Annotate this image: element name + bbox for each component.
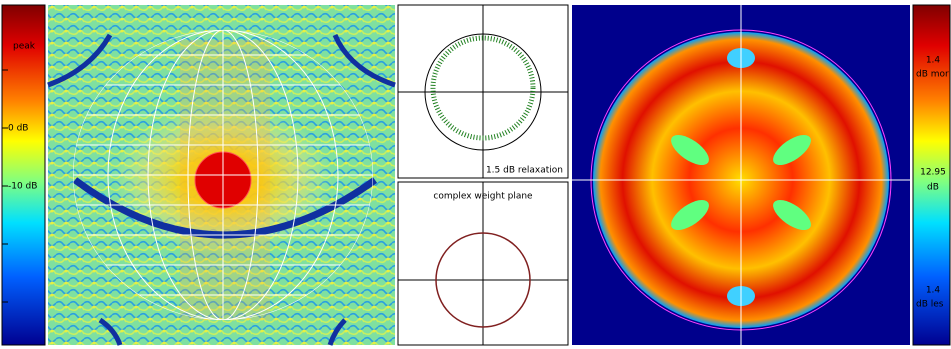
scale-label: -10 dB bbox=[8, 182, 37, 192]
relaxation-panel: 1.5 dB relaxation bbox=[398, 5, 568, 178]
scale-label: dB bbox=[927, 183, 939, 193]
array-pattern bbox=[572, 5, 910, 345]
beam-pattern bbox=[48, 5, 395, 345]
scale-label: dB les bbox=[916, 300, 944, 310]
weight-plane-title: complex weight plane bbox=[433, 192, 533, 202]
left-colorbar bbox=[2, 5, 45, 345]
scale-label: 1.4 bbox=[926, 56, 941, 66]
scale-label: 12.95 bbox=[920, 168, 946, 178]
relaxation-label: 1.5 dB relaxation bbox=[486, 166, 563, 176]
weight-plane-panel: complex weight plane bbox=[398, 182, 568, 345]
screen: peak 0 dB -10 dB bbox=[0, 0, 951, 349]
scale-label: peak bbox=[13, 42, 36, 52]
scale-label: 0 dB bbox=[8, 124, 28, 134]
page: peak 0 dB -10 dB bbox=[0, 0, 951, 349]
scale-label: 1.4 bbox=[926, 286, 941, 296]
scale-label: dB mor bbox=[916, 70, 949, 80]
